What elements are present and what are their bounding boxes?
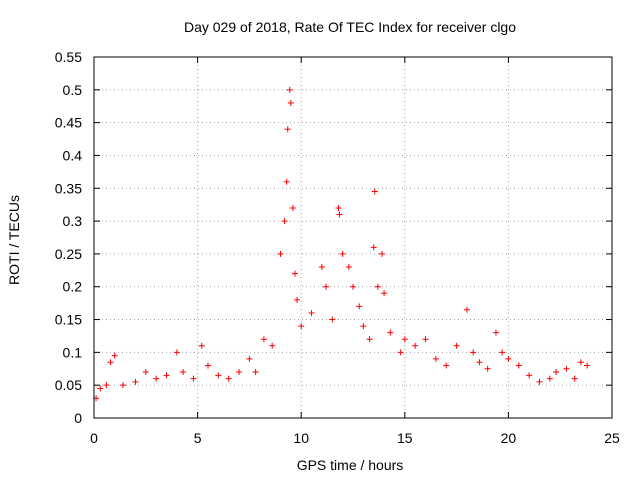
data-point bbox=[577, 359, 584, 366]
data-point bbox=[120, 382, 127, 389]
y-tick-label: 0.35 bbox=[55, 180, 82, 196]
data-point bbox=[246, 355, 253, 362]
data-point bbox=[318, 264, 325, 271]
data-point bbox=[370, 244, 377, 251]
data-point bbox=[563, 365, 570, 372]
data-point bbox=[571, 375, 578, 382]
data-point bbox=[284, 126, 291, 133]
data-marks bbox=[93, 86, 591, 402]
data-point bbox=[107, 359, 114, 366]
data-point bbox=[97, 385, 104, 392]
data-point bbox=[252, 369, 259, 376]
data-point bbox=[422, 336, 429, 343]
chart-title: Day 029 of 2018, Rate Of TEC Index for r… bbox=[184, 19, 516, 35]
data-point bbox=[329, 316, 336, 323]
data-point bbox=[412, 342, 419, 349]
data-point bbox=[287, 99, 294, 106]
x-tick-label: 25 bbox=[604, 430, 620, 446]
data-point bbox=[281, 218, 288, 225]
data-point bbox=[269, 342, 276, 349]
data-point bbox=[173, 349, 180, 356]
data-point bbox=[536, 378, 543, 385]
data-point bbox=[163, 372, 170, 379]
data-point bbox=[371, 188, 378, 195]
data-point bbox=[401, 336, 408, 343]
data-point bbox=[236, 369, 243, 376]
data-point bbox=[215, 372, 222, 379]
data-point bbox=[453, 342, 460, 349]
data-point bbox=[374, 283, 381, 290]
data-point bbox=[323, 283, 330, 290]
data-point bbox=[335, 204, 342, 211]
data-point bbox=[584, 362, 591, 369]
data-point bbox=[345, 264, 352, 271]
y-tick-label: 0.2 bbox=[63, 279, 83, 295]
data-point bbox=[286, 86, 293, 93]
y-tick-label: 0.4 bbox=[63, 147, 83, 163]
data-point bbox=[291, 270, 298, 277]
data-point bbox=[470, 349, 477, 356]
y-tick-label: 0.25 bbox=[55, 246, 82, 262]
data-point bbox=[492, 329, 499, 336]
data-point bbox=[360, 323, 367, 330]
data-point bbox=[132, 378, 139, 385]
plot-frame bbox=[93, 56, 613, 419]
data-point bbox=[336, 211, 343, 218]
x-tick-label: 10 bbox=[293, 430, 309, 446]
data-point bbox=[443, 362, 450, 369]
data-point bbox=[366, 336, 373, 343]
data-point bbox=[277, 250, 284, 257]
y-tick-label: 0.55 bbox=[55, 49, 82, 65]
data-point bbox=[387, 329, 394, 336]
data-point bbox=[397, 349, 404, 356]
data-point bbox=[350, 283, 356, 290]
x-axis-label: GPS time / hours bbox=[297, 457, 404, 473]
data-point bbox=[103, 382, 110, 389]
data-point bbox=[204, 362, 211, 369]
y-axis-label: ROTI / TECUs bbox=[6, 195, 22, 285]
data-point bbox=[142, 369, 149, 376]
data-point bbox=[180, 369, 187, 376]
data-point bbox=[260, 336, 267, 343]
data-point bbox=[505, 355, 512, 362]
data-point bbox=[190, 375, 197, 382]
data-point bbox=[198, 342, 205, 349]
y-tick-label: 0.5 bbox=[63, 82, 83, 98]
data-point bbox=[546, 375, 553, 382]
y-tick-label: 0.15 bbox=[55, 312, 82, 328]
data-point bbox=[499, 349, 506, 356]
data-point bbox=[225, 375, 232, 382]
data-point bbox=[289, 204, 296, 211]
y-tick-label: 0.1 bbox=[63, 344, 83, 360]
x-tick-label: 15 bbox=[397, 430, 413, 446]
data-point bbox=[432, 355, 439, 362]
data-point bbox=[553, 369, 560, 376]
x-tick-label: 20 bbox=[501, 430, 517, 446]
y-tick-label: 0.45 bbox=[55, 115, 82, 131]
y-tick-label: 0.05 bbox=[55, 377, 82, 393]
data-point bbox=[463, 306, 470, 313]
data-point bbox=[294, 296, 301, 303]
data-point bbox=[153, 375, 160, 382]
data-point bbox=[476, 359, 483, 366]
data-point bbox=[298, 323, 305, 330]
data-point bbox=[515, 362, 522, 369]
data-point bbox=[339, 250, 346, 257]
data-point bbox=[379, 250, 386, 257]
data-point bbox=[283, 178, 290, 185]
grid bbox=[94, 57, 612, 418]
tick-labels: 0 0.05 0.1 0.15 0.2 0.25 0.3 0.35 0.4 0.45 0.5 0.55… bbox=[55, 49, 620, 446]
x-tick-label: 5 bbox=[194, 430, 202, 446]
y-tick-label: 0 bbox=[74, 410, 82, 426]
data-point bbox=[526, 372, 533, 379]
y-tick-label: 0.3 bbox=[63, 213, 83, 229]
data-point bbox=[381, 290, 388, 297]
data-point bbox=[308, 309, 315, 316]
data-point bbox=[111, 352, 118, 359]
x-tick-label: 0 bbox=[90, 430, 98, 446]
data-point bbox=[484, 365, 491, 372]
data-point bbox=[356, 303, 363, 310]
